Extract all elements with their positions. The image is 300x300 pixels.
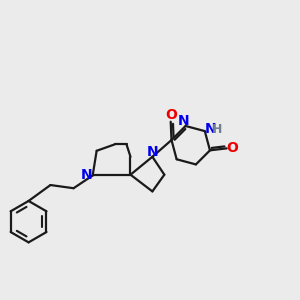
Text: N: N [147,145,159,159]
Text: O: O [226,141,238,155]
Text: O: O [165,108,177,122]
Text: N: N [205,122,216,136]
Text: N: N [178,114,190,128]
Text: H: H [212,123,223,136]
Text: N: N [80,168,92,182]
